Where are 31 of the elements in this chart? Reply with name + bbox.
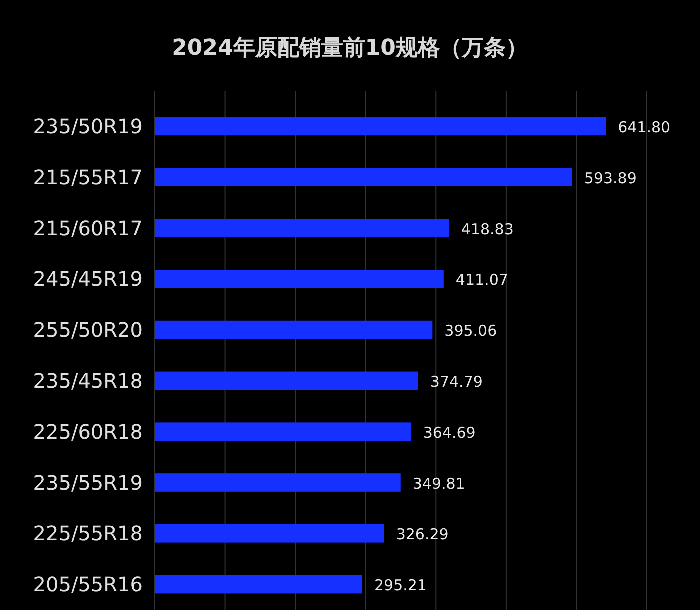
data-label: 411.07 [456,271,508,290]
y-tick-label: 225/55R18 [33,522,143,546]
bar [155,117,606,136]
data-label: 418.83 [461,220,514,238]
data-label: 349.81 [412,474,466,493]
bar [155,168,572,187]
bar [155,219,450,238]
bar [155,524,384,543]
data-label: 326.29 [396,526,449,544]
bar [155,474,401,492]
y-tick-label: 225/60R18 [33,420,143,444]
y-tick-label: 255/50R20 [33,318,143,342]
bar [155,372,418,390]
bar [155,422,412,442]
data-label: 374.79 [430,372,483,391]
bar [155,575,362,594]
data-label: 641.80 [618,118,671,136]
data-label: 395.06 [444,322,498,340]
bar [155,270,444,288]
data-label: 364.69 [423,424,476,442]
data-label: 295.21 [374,576,427,595]
data-label: 593.89 [584,169,637,188]
bar [155,320,433,340]
y-tick-label: 215/60R17 [33,216,143,240]
y-tick-label: 235/55R19 [33,470,143,495]
chart-title: 2024年原配销量前10规格（万条） [172,36,528,61]
y-tick-label: 205/55R16 [33,572,143,597]
y-tick-label: 245/45R19 [33,267,143,292]
y-tick-label: 215/55R17 [33,165,143,190]
y-tick-label: 235/45R18 [33,368,143,393]
y-tick-label: 235/50R19 [33,114,143,138]
